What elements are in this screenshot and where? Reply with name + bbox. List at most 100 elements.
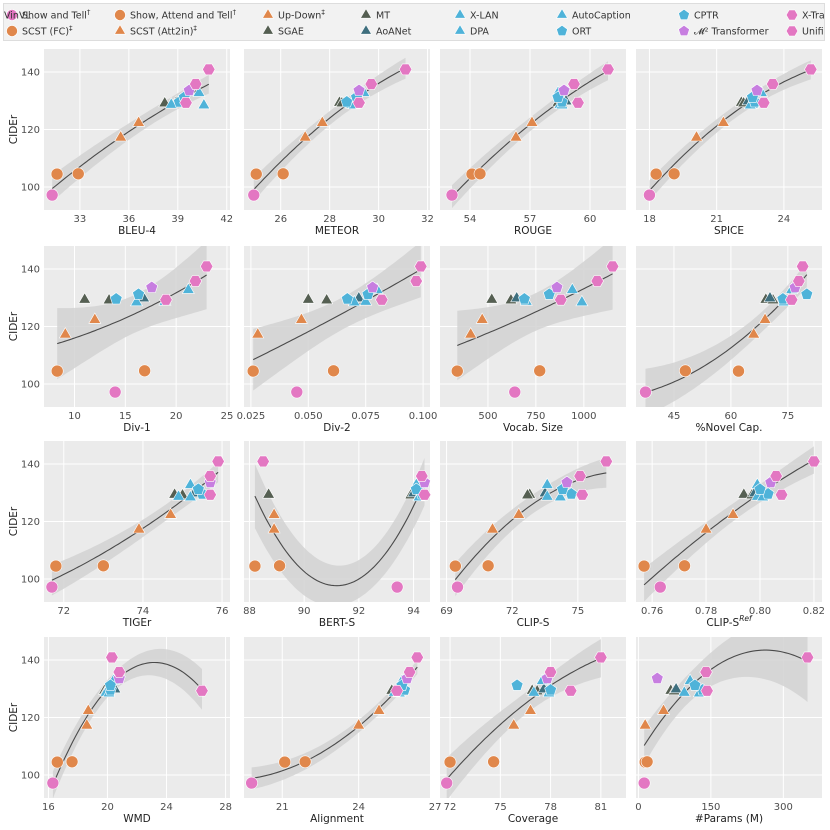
x-tick-label: 54 (464, 214, 477, 225)
data-point (747, 327, 761, 339)
x-tick-label: 39 (171, 214, 184, 225)
data-point (88, 312, 102, 324)
x-tick-label: 57 (524, 214, 537, 225)
x-tick-label: 0 (635, 802, 641, 813)
data-point (46, 776, 60, 790)
data-point (594, 651, 608, 664)
fit-line (57, 274, 207, 345)
data-point (451, 580, 464, 594)
x-tick-label: 60 (725, 411, 738, 422)
x-tick-label: 81 (594, 802, 607, 813)
x-tick-label: 45 (668, 411, 681, 422)
x-axis-label: CLIP-S (517, 617, 550, 629)
data-point (320, 292, 334, 305)
data-point (757, 97, 771, 109)
data-point (518, 292, 531, 305)
data-point (398, 63, 413, 76)
legend-label: Show and Tell† (22, 9, 91, 22)
x-tick-label: 42 (220, 214, 233, 225)
x-tick-label: 1000 (571, 411, 596, 422)
x-tick-label: 750 (526, 411, 545, 422)
panel-8: 72 74 76 TIGEr 100 120 140 CIDEr (8, 441, 230, 629)
data-point (414, 260, 428, 273)
y-axis-label: CIDEr (8, 702, 20, 732)
data-point (145, 280, 159, 293)
legend-label: Show, Attend and Tell† (130, 9, 237, 22)
data-point (699, 522, 713, 534)
legend-label: Unified VLP (802, 27, 824, 38)
x-axis-label: TIGEr (122, 617, 152, 629)
data-point (50, 167, 64, 181)
x-axis-label: %Novel Cap. (696, 422, 763, 434)
data-point (605, 260, 620, 273)
data-point (80, 718, 94, 730)
confidence-band (253, 246, 421, 391)
data-point (132, 115, 146, 127)
data-point (402, 666, 417, 678)
x-tick-label: 500 (478, 411, 497, 422)
data-point (475, 312, 489, 324)
data-point (203, 470, 217, 482)
data-point (327, 364, 340, 378)
y-axis-label: CIDEr (8, 311, 20, 341)
data-point (183, 489, 197, 502)
fit-line (457, 273, 613, 347)
legend-marker (360, 8, 372, 19)
data-point (50, 364, 64, 378)
data-point (732, 364, 745, 378)
x-tick-label: 0.80 (749, 606, 771, 617)
data-point (527, 685, 541, 697)
data-point (364, 78, 378, 90)
y-tick-label: 100 (21, 183, 40, 194)
data-point (653, 580, 667, 594)
data-point (410, 651, 424, 664)
data-point (700, 685, 714, 697)
data-point (352, 83, 366, 96)
data-point (575, 294, 589, 307)
data-point (71, 167, 85, 181)
legend-label: SCST (Att2in)‡ (130, 25, 197, 38)
data-point (533, 364, 547, 378)
data-point (485, 292, 499, 304)
x-tick-label: 75 (781, 411, 794, 422)
legend-label: SCST (FC)‡ (22, 25, 73, 38)
legend-label: ORT (572, 27, 591, 38)
legend-marker (678, 8, 690, 20)
x-tick-label: 0.82 (803, 606, 825, 617)
x-tick-label: 92 (353, 606, 366, 617)
data-point (372, 703, 386, 715)
data-point (807, 455, 821, 468)
data-point (766, 78, 780, 90)
data-point (737, 487, 751, 499)
x-axis-label: WMD (123, 813, 151, 825)
data-point (352, 718, 366, 730)
data-point (657, 703, 671, 715)
data-point (375, 294, 389, 306)
panel-3: 18 21 24 SPICE (636, 49, 822, 237)
data-point (58, 327, 72, 339)
panel-10: 69 72 75 CLIP-S (440, 441, 626, 629)
data-point (159, 294, 173, 306)
legend-marker (556, 8, 568, 19)
data-point (192, 85, 206, 97)
x-tick-label: 25 (221, 411, 234, 422)
fit-line (446, 657, 602, 780)
data-point (637, 559, 651, 573)
x-tick-label: 78 (544, 802, 557, 813)
legend-marker (454, 8, 466, 19)
data-point (45, 188, 59, 202)
data-point (638, 718, 652, 730)
data-point (550, 280, 564, 293)
x-tick-label: 20 (101, 802, 114, 813)
x-tick-label: 24 (160, 802, 173, 813)
data-point (65, 755, 79, 769)
confidence-band (452, 61, 608, 209)
panel-6: 500 750 1000 Vocab. Size (440, 246, 626, 434)
x-tick-label: 88 (243, 606, 256, 617)
data-point (409, 275, 423, 287)
data-point (800, 651, 815, 664)
data-point (450, 364, 464, 378)
x-tick-label: 32 (421, 214, 434, 225)
x-tick-label: 0.100 (409, 411, 438, 422)
